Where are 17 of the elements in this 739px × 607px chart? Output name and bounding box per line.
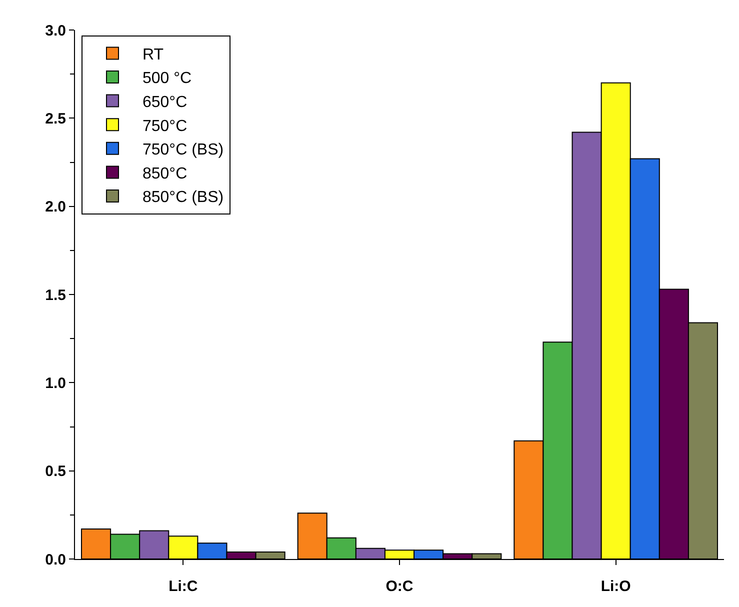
y-tick-label: 1.0 (45, 374, 66, 392)
y-tick-label: 0.5 (45, 463, 66, 480)
y-tick-label: 2.0 (45, 198, 66, 216)
y-tick-label: 1.5 (45, 286, 66, 304)
legend-label: 850°C (BS) (142, 189, 224, 206)
legend-label: 750°C (BS) (142, 142, 224, 159)
legend-label: 650°C (142, 94, 188, 112)
x-tick-label: O:C (386, 578, 414, 595)
x-tick-label: Li:O (600, 578, 632, 595)
x-tick-label: Li:C (168, 578, 198, 595)
legend-label: 850°C (142, 165, 188, 182)
y-tick-label: 2.5 (45, 110, 66, 128)
legend-label: 750°C (142, 118, 188, 135)
y-tick-label: 0.0 (45, 551, 66, 568)
y-tick-label: 3.0 (45, 22, 66, 40)
legend-label: RT (142, 46, 164, 64)
legend-label: 500 °C (142, 70, 192, 88)
